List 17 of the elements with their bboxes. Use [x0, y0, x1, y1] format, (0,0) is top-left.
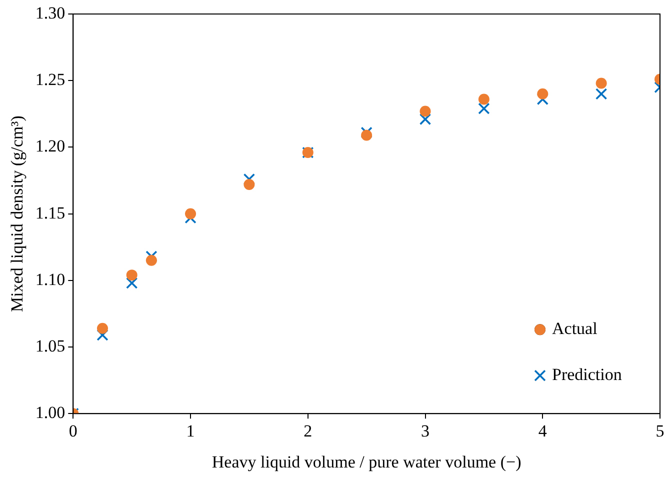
y-tick-label: 1.25 [35, 70, 66, 90]
x-tick-label: 2 [304, 422, 312, 441]
y-axis-title: Mixed liquid density (g/cm³) [8, 116, 27, 312]
x-tick-label: 0 [68, 422, 78, 441]
legend-label: Actual [552, 319, 598, 338]
x-tick-label: 5 [656, 422, 664, 441]
y-tick-label: 1.30 [35, 3, 66, 22]
legend-label: Prediction [552, 365, 622, 384]
x-tick-label: 3 [421, 422, 430, 441]
y-tick-label: 1.15 [35, 203, 66, 222]
y-tick-label: 1.10 [35, 270, 66, 289]
x-tick-label: 1 [186, 422, 195, 441]
y-tick-label: 1.20 [35, 136, 66, 156]
y-tick-label: 1.05 [35, 336, 66, 356]
x-tick-label: 4 [538, 422, 548, 441]
y-tick-label: 1.00 [35, 403, 66, 422]
x-axis-title: Heavy liquid volume / pure water volume (−) [212, 452, 522, 472]
